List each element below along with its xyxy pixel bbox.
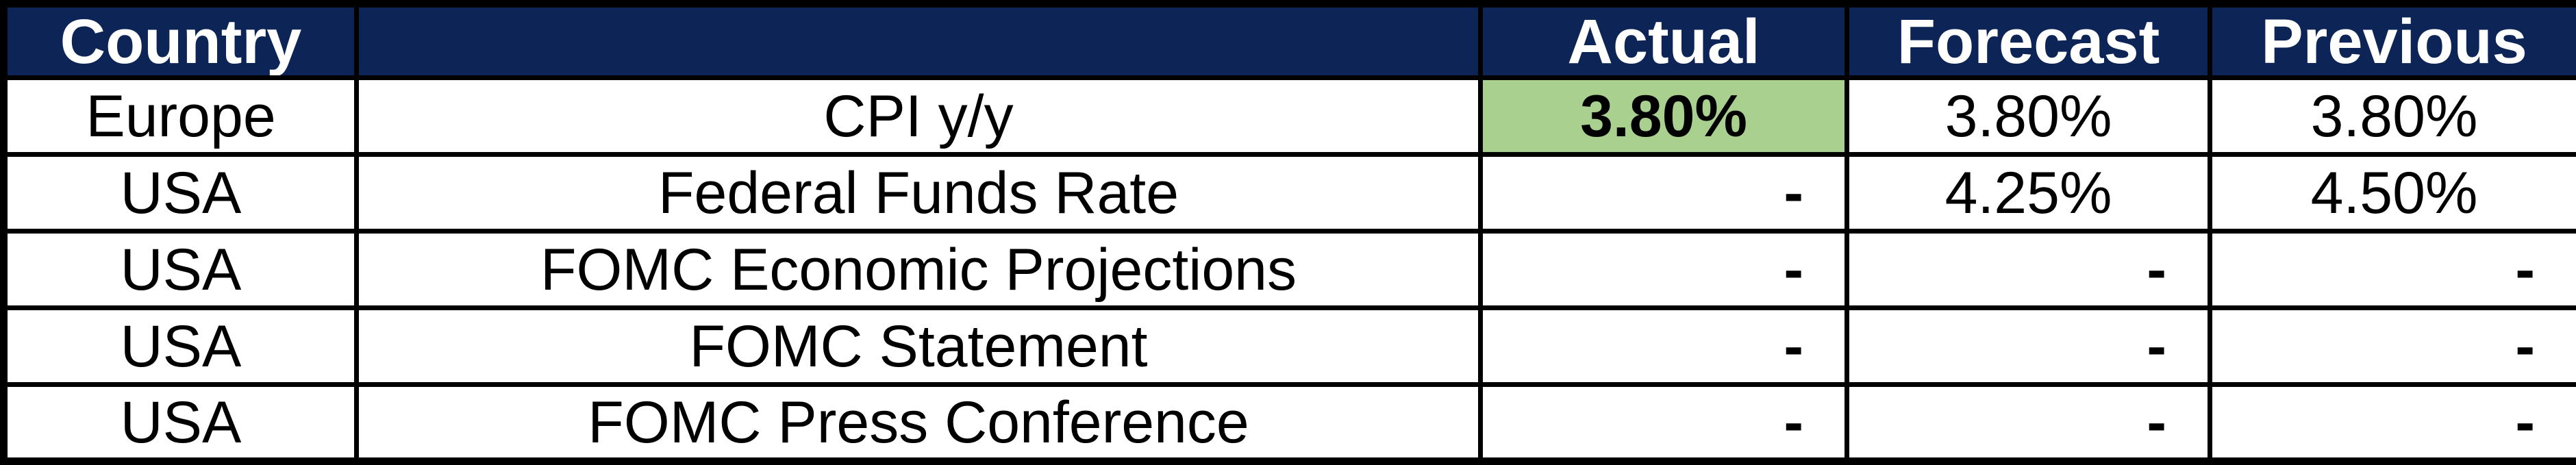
header-country: Country [4,4,357,78]
cell-event: CPI y/y [357,78,1481,155]
cell-forecast: - [1847,385,2210,462]
cell-country: Europe [4,78,357,155]
cell-actual: - [1481,385,1847,462]
header-actual: Actual [1481,4,1847,78]
cell-event: FOMC Press Conference [357,385,1481,462]
cell-previous: - [2210,385,2576,462]
cell-previous: 4.50% [2210,155,2576,231]
header-row: Country Actual Forecast Previous [4,4,2576,78]
cell-previous: 3.80% [2210,78,2576,155]
cell-actual: - [1481,155,1847,231]
cell-event: Federal Funds Rate [357,155,1481,231]
cell-event: FOMC Economic Projections [357,231,1481,308]
cell-country: USA [4,308,357,385]
cell-forecast: 4.25% [1847,155,2210,231]
header-forecast: Forecast [1847,4,2210,78]
cell-forecast: - [1847,308,2210,385]
cell-actual: - [1481,231,1847,308]
cell-country: USA [4,231,357,308]
cell-previous: - [2210,231,2576,308]
table-header: Country Actual Forecast Previous [4,4,2576,78]
header-previous: Previous [2210,4,2576,78]
header-event [357,4,1481,78]
cell-actual: - [1481,308,1847,385]
cell-country: USA [4,155,357,231]
cell-country: USA [4,385,357,462]
cell-forecast: - [1847,231,2210,308]
cell-actual: 3.80% [1481,78,1847,155]
cell-previous: - [2210,308,2576,385]
cell-event: FOMC Statement [357,308,1481,385]
cell-forecast: 3.80% [1847,78,2210,155]
